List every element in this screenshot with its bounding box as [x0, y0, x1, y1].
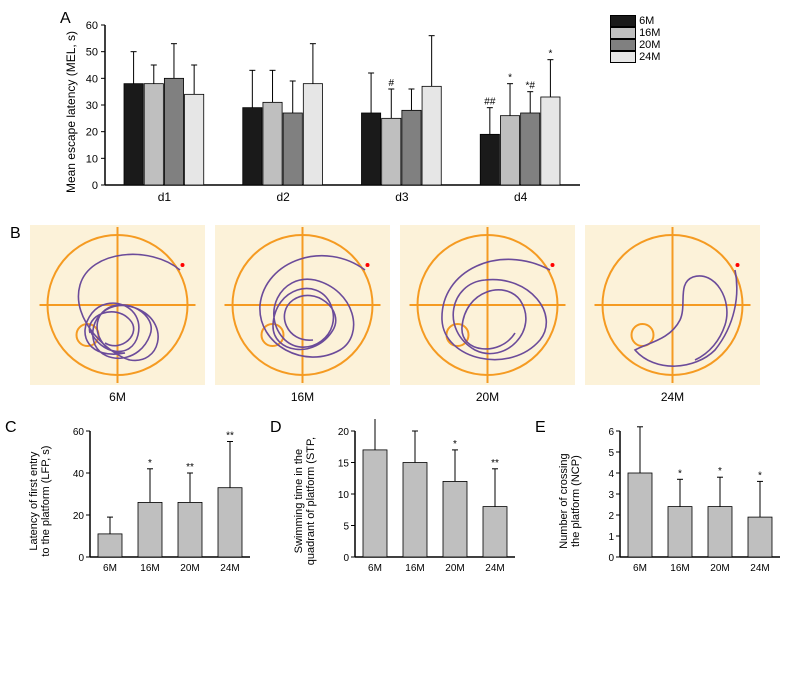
legend-item-1: 16M — [610, 27, 660, 39]
svg-text:20: 20 — [86, 127, 98, 139]
svg-text:60: 60 — [86, 20, 98, 32]
panel-a-legend: 6M 16M 20M 24M — [610, 15, 660, 63]
svg-text:20: 20 — [338, 427, 350, 438]
panel-a: A 0 10 20 30 40 50 60 d1 d2 # d3 ## * *# * d4 Mean esca… — [50, 10, 787, 215]
svg-text:20M: 20M — [445, 563, 464, 574]
svg-text:3: 3 — [608, 490, 614, 501]
maze-1-label: 16M — [215, 390, 390, 404]
svg-text:0: 0 — [608, 553, 614, 564]
panel-d-label: D — [270, 419, 282, 437]
svg-text:6M: 6M — [103, 563, 117, 574]
chart-c-svg: 0 20 40 60 6M * 16M ** 20M ** 24M — [55, 419, 255, 579]
svg-text:6M: 6M — [633, 563, 647, 574]
svg-text:*: * — [148, 458, 152, 469]
svg-text:##: ## — [484, 97, 496, 108]
svg-text:4: 4 — [608, 469, 614, 480]
svg-text:d1: d1 — [158, 190, 172, 204]
svg-text:20M: 20M — [710, 563, 729, 574]
svg-text:0: 0 — [92, 180, 98, 192]
svg-text:40: 40 — [86, 73, 98, 85]
svg-text:20: 20 — [73, 511, 85, 522]
svg-text:2: 2 — [608, 511, 614, 522]
panel-a-label: A — [60, 10, 71, 28]
svg-text:24M: 24M — [750, 563, 769, 574]
panel-e-label: E — [535, 419, 546, 437]
chart-d-svg: 0 5 10 15 20 6M 16M * 20M ** 24M — [320, 419, 520, 579]
svg-text:40: 40 — [73, 469, 85, 480]
panel-c-ylabel2: to the platform (LFP, s) — [40, 426, 52, 576]
maze-3: 24M — [585, 225, 760, 404]
svg-text:0: 0 — [78, 553, 84, 564]
maze-0-label: 6M — [30, 390, 205, 404]
panel-b-label: B — [10, 225, 21, 243]
maze-3-label: 24M — [585, 390, 760, 404]
svg-text:1: 1 — [608, 532, 614, 543]
panel-d-ylabel1: Swimming time in the — [293, 421, 305, 581]
legend-item-3: 24M — [610, 51, 660, 63]
panel-c: C Latency of first entry to the platform… — [10, 419, 255, 584]
svg-text:*: * — [678, 468, 682, 479]
panel-e-ylabel1: Number of crossing — [558, 431, 570, 571]
svg-text:*: * — [453, 439, 457, 450]
maze-0: 6M — [30, 225, 205, 404]
chart-e-svg: 0 1 2 3 4 5 6 6M * 16M * 20M * 24M — [585, 419, 785, 579]
svg-text:5: 5 — [608, 448, 614, 459]
legend-item-0: 6M — [610, 15, 660, 27]
panel-c-label: C — [5, 419, 17, 437]
svg-text:**: ** — [226, 431, 234, 442]
svg-text:15: 15 — [338, 459, 350, 470]
svg-text:20M: 20M — [180, 563, 199, 574]
svg-text:d3: d3 — [395, 190, 409, 204]
svg-text:**: ** — [491, 458, 499, 469]
svg-text:16M: 16M — [140, 563, 159, 574]
bottom-row: C Latency of first entry to the platform… — [10, 419, 787, 584]
svg-text:30: 30 — [86, 100, 98, 112]
legend-item-2: 20M — [610, 39, 660, 51]
panel-d: D Swimming time in the quadrant of platf… — [275, 419, 520, 584]
svg-text:16M: 16M — [405, 563, 424, 574]
svg-text:#: # — [388, 78, 394, 89]
svg-text:5: 5 — [343, 522, 349, 533]
svg-text:d2: d2 — [276, 190, 290, 204]
panel-b: B 6M 16M 20M 24M — [10, 225, 787, 404]
svg-text:*#: *# — [525, 81, 535, 92]
svg-text:6M: 6M — [368, 563, 382, 574]
svg-text:d4: d4 — [514, 190, 528, 204]
panel-d-ylabel2: quadrant of platform (STP, — [305, 421, 317, 581]
svg-text:*: * — [718, 466, 722, 477]
maze-2-label: 20M — [400, 390, 575, 404]
svg-text:0: 0 — [343, 553, 349, 564]
svg-text:10: 10 — [338, 490, 350, 501]
svg-text:60: 60 — [73, 427, 85, 438]
svg-text:24M: 24M — [485, 563, 504, 574]
panel-e: E Number of crossing the platform (NCP) … — [540, 419, 785, 584]
panel-e-ylabel2: the platform (NCP) — [570, 431, 582, 571]
maze-1: 16M — [215, 225, 390, 404]
svg-text:24M: 24M — [220, 563, 239, 574]
maze-2: 20M — [400, 225, 575, 404]
svg-text:*: * — [758, 470, 762, 481]
panel-c-ylabel1: Latency of first entry — [28, 426, 40, 576]
svg-text:50: 50 — [86, 47, 98, 59]
svg-text:10: 10 — [86, 153, 98, 165]
svg-text:16M: 16M — [670, 563, 689, 574]
svg-text:6: 6 — [608, 427, 614, 438]
panel-a-ylabel: Mean escape latency (MEL, s) — [64, 31, 78, 193]
svg-text:*: * — [508, 73, 512, 84]
chart-a-svg: 0 10 20 30 40 50 60 d1 d2 # d3 ## * *# * d4 — [50, 10, 590, 210]
svg-text:**: ** — [186, 462, 194, 473]
svg-text:*: * — [548, 49, 552, 60]
